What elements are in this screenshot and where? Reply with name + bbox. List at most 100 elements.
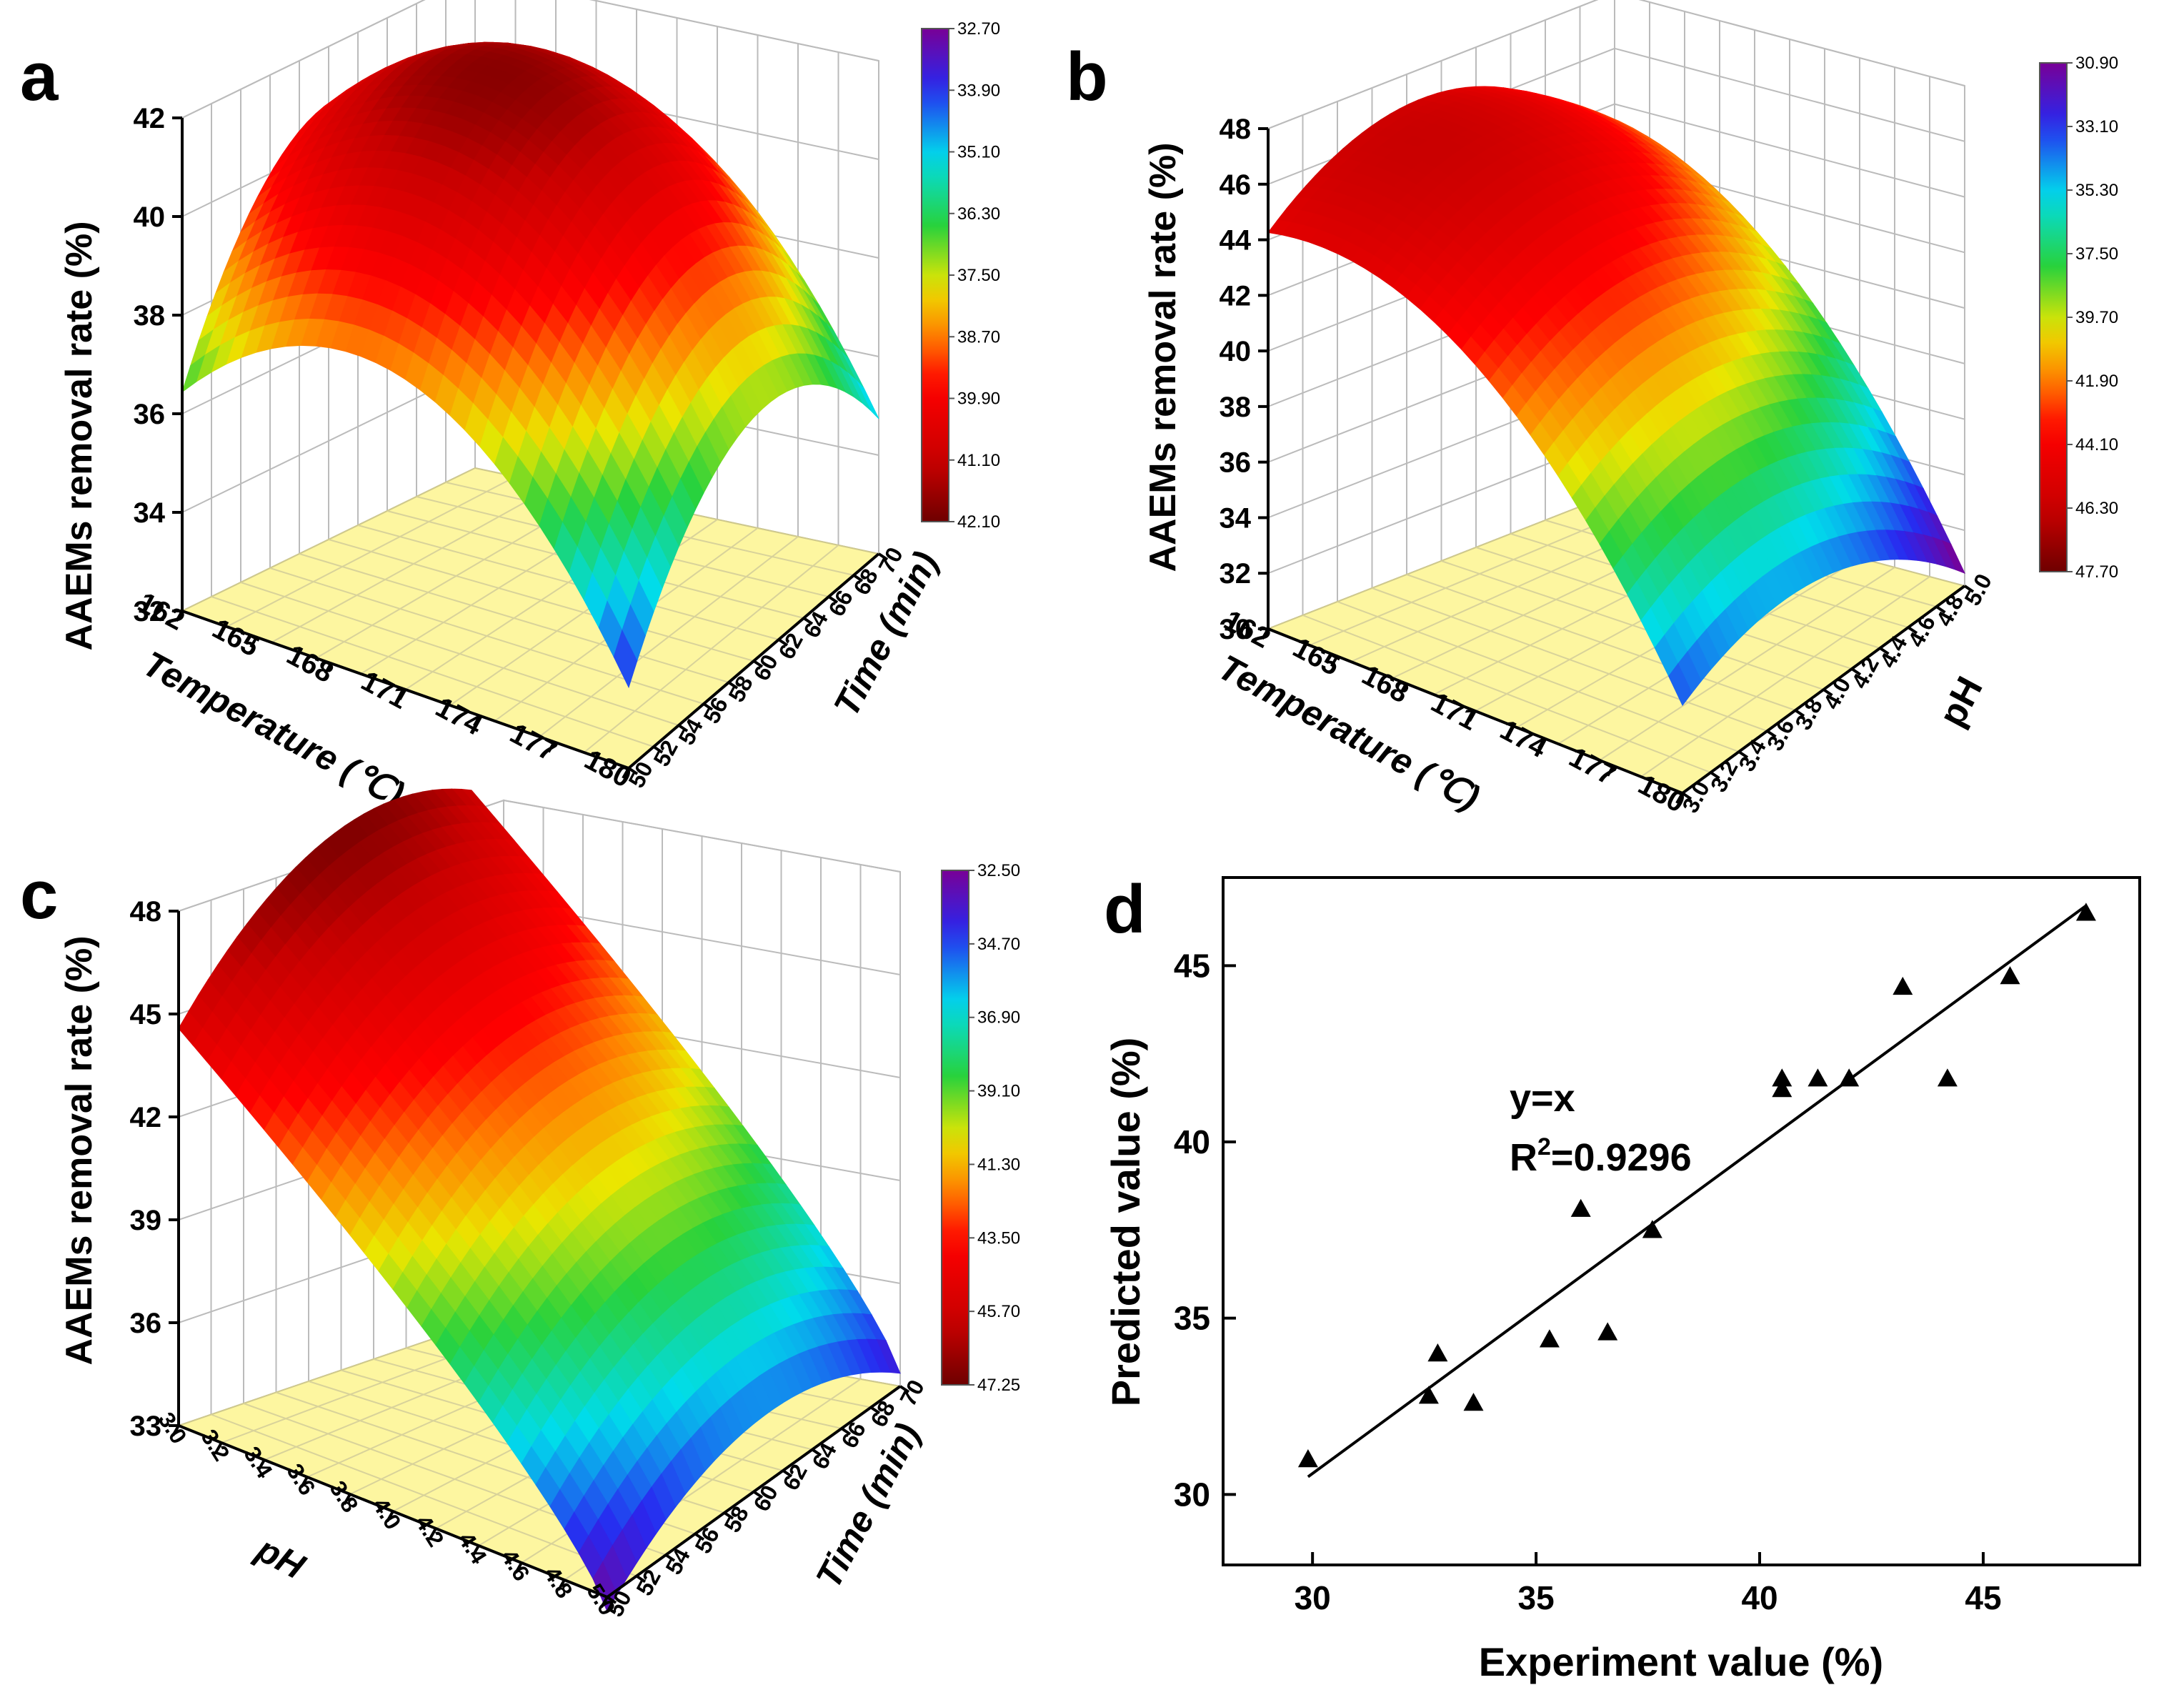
y-tick-label: 35 bbox=[1174, 1300, 1210, 1337]
data-point bbox=[1597, 1322, 1618, 1341]
floor-gridline bbox=[271, 484, 557, 643]
z-tick-label: 36 bbox=[1220, 447, 1252, 479]
x-tick-mark bbox=[557, 1579, 566, 1591]
x-tick-mark bbox=[300, 1476, 309, 1488]
z-tick-label: 32 bbox=[1220, 558, 1252, 590]
y-tick-label: 40 bbox=[1174, 1123, 1210, 1160]
y-tick-mark bbox=[877, 552, 889, 561]
x-tick-mark bbox=[547, 741, 556, 753]
panel-d-plot-frame bbox=[1222, 876, 2141, 1566]
x-tick-mark bbox=[214, 1442, 223, 1453]
panel-letter-b: b bbox=[1066, 39, 1108, 115]
data-point bbox=[2000, 966, 2020, 985]
colorbar-label: 39.10 bbox=[977, 1082, 1020, 1101]
data-point bbox=[1772, 1068, 1792, 1087]
colorbar-label: 39.70 bbox=[2075, 308, 2118, 327]
z-gridline bbox=[181, 0, 879, 119]
y-tick-mark bbox=[627, 767, 639, 775]
x-tick-mark bbox=[324, 662, 333, 675]
floor-gridline bbox=[226, 476, 516, 627]
y-tick-mark bbox=[811, 1448, 822, 1457]
colorbar-label: 39.90 bbox=[957, 389, 1000, 409]
x-tick-mark bbox=[429, 1528, 437, 1539]
data-point bbox=[1937, 1068, 1958, 1087]
colorbar-label: 42.10 bbox=[957, 512, 1000, 532]
panel-letter-d: d bbox=[1104, 871, 1146, 948]
panel-a-floor bbox=[180, 467, 881, 770]
z-tick-label: 36 bbox=[130, 1308, 162, 1339]
y-tick-mark bbox=[1794, 709, 1805, 717]
colorbar-label: 36.30 bbox=[957, 204, 1000, 224]
colorbar-label: 47.25 bbox=[977, 1376, 1020, 1395]
panel-b-y-title: pH bbox=[1931, 670, 1991, 733]
data-point bbox=[1807, 1068, 1828, 1087]
colorbar-gradient bbox=[941, 870, 969, 1386]
data-point bbox=[1427, 1343, 1448, 1362]
x-tick-mark bbox=[1399, 682, 1408, 695]
z-gridline bbox=[1267, 0, 1965, 129]
y-tick-mark bbox=[827, 595, 839, 604]
z-tick-label: 39 bbox=[130, 1205, 162, 1236]
panel-letter-c: c bbox=[20, 857, 58, 933]
colorbar-label: 35.10 bbox=[957, 143, 1000, 162]
x-tick-mark bbox=[1330, 655, 1339, 667]
colorbar-label: 34.70 bbox=[977, 935, 1020, 954]
z-tick-label: 45 bbox=[130, 999, 162, 1030]
y-tick-mark bbox=[1710, 771, 1720, 780]
y-tick-mark bbox=[777, 638, 789, 647]
y-tick-mark bbox=[1823, 688, 1833, 697]
y-tick-mark bbox=[1850, 667, 1862, 676]
y-tick-mark bbox=[869, 1406, 881, 1415]
x-tick-mark bbox=[1606, 765, 1615, 777]
y-tick-mark bbox=[1879, 647, 1890, 655]
panel-d-ticks: 30 35 40 45 30 35 40 45 bbox=[1174, 947, 2002, 1616]
y-tick-mark bbox=[635, 1574, 647, 1584]
y-tick-mark bbox=[677, 724, 689, 732]
data-point bbox=[1893, 976, 1913, 995]
y-tick-mark bbox=[652, 745, 664, 754]
y-tick-mark bbox=[840, 1427, 852, 1436]
x-tick-mark bbox=[171, 1425, 180, 1436]
data-point bbox=[2075, 903, 2096, 921]
colorbar-label: 47.70 bbox=[2075, 562, 2118, 582]
z-tick-label: 38 bbox=[134, 300, 166, 332]
x-tick-mark bbox=[600, 1596, 609, 1608]
panel-b-surface bbox=[1267, 86, 1965, 707]
panel-d-points bbox=[1297, 903, 2096, 1468]
z-tick-label: 33 bbox=[130, 1411, 162, 1442]
colorbar-gradient bbox=[2039, 62, 2068, 572]
data-point bbox=[1539, 1329, 1560, 1348]
y-tick-mark bbox=[702, 702, 714, 711]
y-tick-mark bbox=[1907, 626, 1918, 635]
colorbar-label: 46.30 bbox=[2075, 499, 2118, 518]
y-tick-mark bbox=[899, 1385, 910, 1393]
x-tick-mark bbox=[514, 1562, 523, 1574]
x-tick-mark bbox=[386, 1511, 394, 1522]
x-tick-mark bbox=[622, 767, 630, 779]
x-tick-mark bbox=[472, 1545, 480, 1556]
x-tick-mark bbox=[343, 1493, 351, 1505]
z-tick-label: 42 bbox=[130, 1102, 162, 1133]
data-point bbox=[1297, 1449, 1318, 1468]
panel-d-r2-value: =0.9296 bbox=[1551, 1136, 1692, 1179]
colorbar-label: 41.90 bbox=[2075, 372, 2118, 391]
data-point bbox=[1418, 1386, 1439, 1404]
x-tick-label: 30 bbox=[1295, 1579, 1331, 1616]
colorbar-label: 37.50 bbox=[957, 266, 1000, 285]
panel-c-colorbar: 32.50 34.70 36.90 39.10 41.30 43.50 45.70 47.25 bbox=[941, 861, 1020, 1395]
colorbar-label: 44.10 bbox=[2075, 435, 2118, 454]
z-tick-label: 36 bbox=[134, 399, 166, 430]
y-tick-mark bbox=[1681, 792, 1692, 800]
colorbar-label: 43.50 bbox=[977, 1228, 1020, 1248]
z-tick-label: 34 bbox=[1220, 502, 1252, 534]
colorbar-label: 33.10 bbox=[2075, 117, 2118, 136]
z-tick-label: 46 bbox=[1220, 169, 1252, 201]
x-tick-mark bbox=[257, 1459, 266, 1471]
y-tick-mark bbox=[802, 617, 814, 625]
surface-patch bbox=[613, 629, 638, 689]
floor-gridline bbox=[357, 525, 779, 640]
y-tick-mark bbox=[1963, 585, 1975, 593]
surface-patch bbox=[1668, 662, 1692, 707]
panel-c-surface bbox=[178, 788, 901, 1613]
